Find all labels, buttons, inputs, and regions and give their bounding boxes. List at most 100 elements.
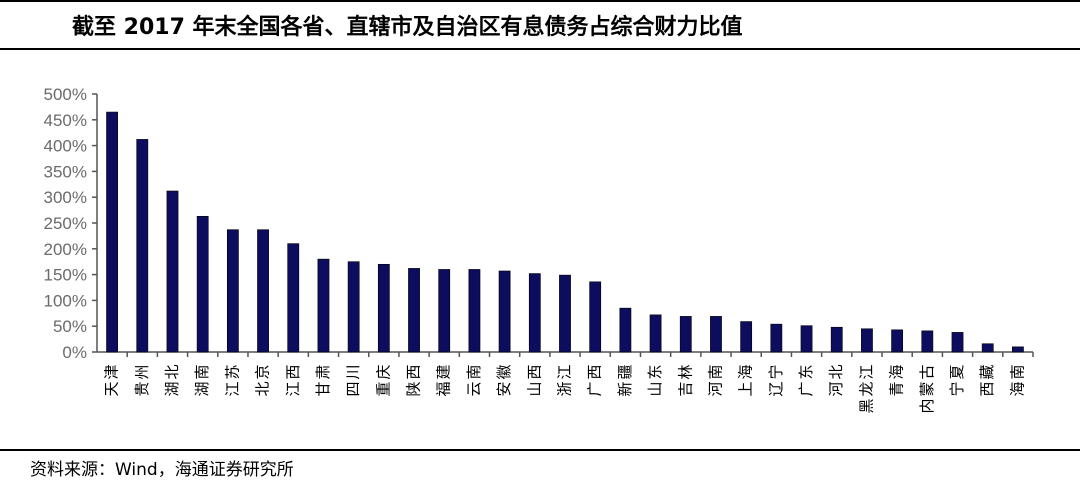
- bar: [559, 274, 571, 353]
- bar: [106, 111, 118, 353]
- bar: [408, 268, 420, 353]
- category-label: 京北: [254, 364, 272, 396]
- bars: [106, 111, 1024, 353]
- category-label: 江浙: [556, 364, 574, 396]
- bar: [287, 243, 300, 353]
- svg-text:青: 青: [888, 381, 906, 396]
- category-label: 林吉: [676, 364, 694, 396]
- category-label: 疆新: [616, 364, 634, 396]
- category-label: 西陕: [405, 364, 423, 396]
- svg-text:古: 古: [918, 364, 936, 379]
- svg-text:山: 山: [646, 381, 664, 396]
- svg-text:南: 南: [706, 364, 724, 379]
- category-label: 苏江: [223, 364, 241, 396]
- bar: [347, 261, 360, 353]
- bar: [830, 326, 843, 353]
- svg-text:川: 川: [344, 364, 362, 379]
- svg-text:海: 海: [1008, 381, 1026, 396]
- x-axis: [97, 351, 1034, 357]
- category-label: 庆重: [374, 364, 392, 396]
- category-label: 宁辽: [767, 364, 785, 396]
- category-label: 州贵: [133, 364, 151, 396]
- svg-text:山: 山: [525, 381, 543, 396]
- svg-text:北: 北: [827, 364, 845, 379]
- svg-text:徽: 徽: [495, 364, 513, 379]
- bar: [981, 343, 994, 353]
- svg-text:辽: 辽: [767, 381, 785, 396]
- bar: [438, 269, 451, 353]
- svg-text:吉: 吉: [676, 381, 694, 396]
- category-label: 西江: [284, 364, 302, 396]
- svg-text:龙: 龙: [857, 381, 875, 396]
- category-label: 东山: [646, 364, 664, 396]
- svg-text:京: 京: [254, 364, 272, 379]
- y-tick-label: 450%: [44, 111, 87, 130]
- svg-text:东: 东: [646, 364, 664, 379]
- svg-text:海: 海: [737, 364, 755, 379]
- y-tick-label: 250%: [44, 214, 87, 233]
- y-tick-label: 50%: [53, 317, 87, 336]
- bar: [800, 325, 813, 353]
- svg-text:林: 林: [676, 364, 694, 379]
- bar: [679, 316, 692, 353]
- bar-chart: 0% 50% 100% 150% 200% 250% 300% 350% 400% 450% 500…: [44, 85, 1034, 414]
- category-label: 海上: [737, 364, 755, 396]
- svg-text:南: 南: [193, 364, 211, 379]
- svg-text:湖: 湖: [193, 381, 211, 396]
- bar: [257, 229, 269, 353]
- bar: [649, 314, 662, 353]
- svg-text:福: 福: [435, 381, 453, 396]
- y-tick-label: 100%: [44, 291, 87, 310]
- svg-text:藏: 藏: [978, 364, 996, 379]
- svg-text:江: 江: [556, 364, 574, 379]
- svg-text:内: 内: [918, 398, 936, 413]
- svg-text:东: 东: [797, 364, 815, 379]
- svg-text:陕: 陕: [405, 381, 423, 396]
- category-label: 北河: [827, 364, 845, 396]
- bar: [317, 258, 330, 353]
- svg-text:海: 海: [888, 364, 906, 379]
- y-axis: 0% 50% 100% 150% 200% 250% 300% 350% 400% 450% 500…: [44, 85, 98, 362]
- y-tick-label: 300%: [44, 188, 87, 207]
- svg-text:江: 江: [857, 364, 875, 379]
- svg-text:天: 天: [103, 381, 121, 396]
- bar: [951, 332, 964, 353]
- category-label: 川四: [344, 364, 362, 396]
- svg-text:河: 河: [827, 381, 845, 396]
- svg-text:宁: 宁: [948, 381, 966, 396]
- svg-text:肃: 肃: [314, 364, 332, 379]
- svg-text:蒙: 蒙: [918, 381, 936, 396]
- category-label: 北湖: [163, 364, 181, 396]
- svg-text:津: 津: [103, 364, 121, 379]
- svg-text:西: 西: [586, 364, 604, 379]
- svg-text:浙: 浙: [556, 381, 574, 396]
- svg-text:苏: 苏: [223, 364, 241, 379]
- bar: [619, 307, 632, 353]
- category-label: 藏西: [978, 364, 996, 396]
- y-tick-label: 0%: [62, 343, 87, 362]
- bar: [136, 139, 149, 353]
- svg-text:河: 河: [706, 381, 724, 396]
- bar: [921, 330, 934, 353]
- footer-divider: [0, 449, 1080, 451]
- category-label: 南云: [465, 364, 483, 396]
- svg-text:安: 安: [495, 381, 513, 396]
- category-label: 西山: [525, 364, 543, 396]
- bar: [740, 321, 753, 353]
- svg-text:北: 北: [163, 364, 181, 379]
- category-label: 建福: [435, 364, 453, 396]
- svg-text:西: 西: [525, 364, 543, 379]
- category-label: 南湖: [193, 364, 211, 396]
- bar: [226, 229, 239, 353]
- svg-text:建: 建: [435, 364, 453, 379]
- category-label: 夏宁: [948, 364, 966, 396]
- category-labels: 津天州贵北湖南湖苏江京北西江肃甘川四庆重西陕建福南云徽安西山江浙西广疆新东山林吉…: [103, 364, 1027, 413]
- svg-text:贵: 贵: [133, 381, 151, 396]
- svg-text:新: 新: [616, 381, 634, 396]
- bar: [861, 328, 873, 353]
- category-label: 江龙黑: [857, 364, 875, 413]
- category-label: 南河: [706, 364, 724, 396]
- svg-text:北: 北: [254, 381, 272, 396]
- y-tick-label: 400%: [44, 137, 87, 156]
- category-label: 海青: [888, 364, 906, 396]
